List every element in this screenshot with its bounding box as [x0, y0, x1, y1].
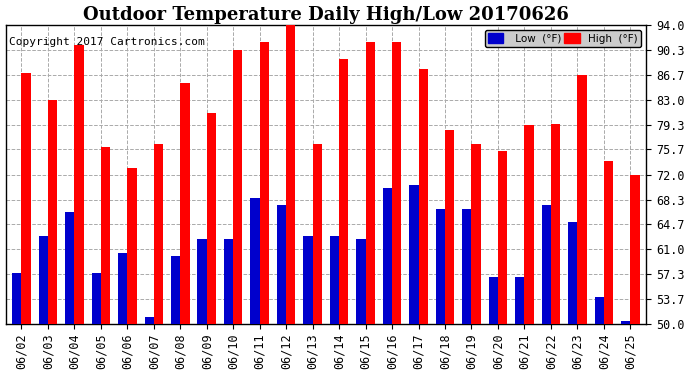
Bar — [21, 73, 31, 324]
Text: Copyright 2017 Cartronics.com: Copyright 2017 Cartronics.com — [9, 37, 204, 47]
Bar — [339, 59, 348, 324]
Bar — [419, 69, 428, 324]
Bar — [524, 125, 533, 324]
Bar — [551, 124, 560, 324]
Bar — [356, 239, 366, 324]
Bar — [489, 276, 498, 324]
Bar — [39, 236, 48, 324]
Title: Outdoor Temperature Daily High/Low 20170626: Outdoor Temperature Daily High/Low 20170… — [83, 6, 569, 24]
Bar — [75, 45, 83, 324]
Bar — [144, 317, 154, 324]
Bar — [118, 253, 128, 324]
Bar — [445, 130, 454, 324]
Bar — [542, 205, 551, 324]
Bar — [92, 273, 101, 324]
Bar — [621, 321, 631, 324]
Bar — [48, 100, 57, 324]
Bar — [197, 239, 207, 324]
Bar — [313, 144, 322, 324]
Bar — [392, 42, 402, 324]
Legend:  Low  (°F), High  (°F): Low (°F), High (°F) — [484, 30, 641, 47]
Bar — [471, 144, 481, 324]
Bar — [304, 236, 313, 324]
Bar — [366, 42, 375, 324]
Bar — [436, 209, 445, 324]
Bar — [101, 147, 110, 324]
Bar — [171, 256, 180, 324]
Bar — [286, 25, 295, 324]
Bar — [383, 188, 392, 324]
Bar — [250, 198, 259, 324]
Bar — [409, 185, 419, 324]
Bar — [277, 205, 286, 324]
Bar — [233, 50, 242, 324]
Bar — [330, 236, 339, 324]
Bar — [207, 114, 216, 324]
Bar — [498, 151, 507, 324]
Bar — [259, 42, 269, 324]
Bar — [180, 83, 190, 324]
Bar — [462, 209, 471, 324]
Bar — [631, 175, 640, 324]
Bar — [604, 161, 613, 324]
Bar — [568, 222, 578, 324]
Bar — [65, 212, 75, 324]
Bar — [128, 168, 137, 324]
Bar — [154, 144, 163, 324]
Bar — [12, 273, 21, 324]
Bar — [224, 239, 233, 324]
Bar — [595, 297, 604, 324]
Bar — [578, 75, 586, 324]
Bar — [515, 276, 524, 324]
